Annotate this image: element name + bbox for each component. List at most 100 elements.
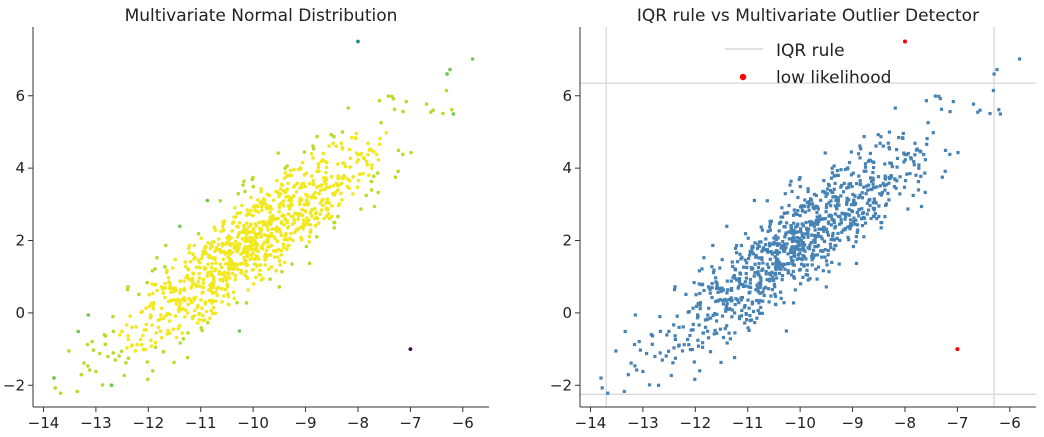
data-point	[780, 278, 784, 282]
data-point	[715, 312, 719, 316]
data-point	[167, 319, 172, 323]
data-point	[232, 246, 236, 250]
y-tick-label-left: 4	[15, 159, 25, 177]
data-point	[246, 211, 251, 216]
y-tick-label-left: −2	[3, 376, 25, 394]
data-point	[295, 181, 300, 186]
data-point	[894, 186, 898, 190]
data-point	[912, 163, 916, 167]
data-point	[812, 248, 816, 252]
data-point	[336, 177, 341, 181]
data-point	[187, 278, 192, 282]
data-point	[199, 256, 204, 261]
data-point	[849, 222, 853, 226]
data-point	[260, 202, 265, 206]
data-point	[254, 275, 258, 280]
data-point	[784, 231, 788, 235]
legend: IQR rule low likelihood	[725, 41, 891, 88]
data-point	[777, 242, 781, 246]
data-point	[76, 329, 80, 334]
data-point	[688, 333, 692, 338]
data-point	[756, 308, 760, 313]
data-point	[692, 281, 696, 285]
data-point	[638, 348, 642, 352]
data-point	[281, 203, 286, 208]
data-point	[755, 246, 760, 251]
data-point	[846, 225, 850, 229]
data-point	[191, 282, 195, 286]
data-point	[311, 147, 316, 151]
data-point	[733, 302, 737, 307]
data-point	[807, 208, 811, 212]
data-point	[681, 325, 685, 329]
data-point	[813, 253, 817, 257]
data-point	[825, 263, 829, 267]
data-point	[702, 288, 706, 293]
data-point	[245, 252, 250, 256]
data-point	[718, 286, 722, 290]
data-point	[773, 255, 777, 259]
data-point	[782, 301, 786, 305]
data-point	[366, 153, 370, 157]
data-point	[895, 148, 899, 152]
data-point	[276, 151, 281, 155]
data-point	[230, 263, 235, 267]
data-point	[706, 329, 710, 333]
data-point	[209, 270, 213, 274]
data-point	[126, 356, 131, 361]
data-point	[313, 190, 318, 195]
data-point	[779, 296, 783, 300]
data-point	[816, 220, 820, 224]
data-point	[118, 333, 122, 337]
data-point	[197, 261, 202, 265]
data-point	[153, 282, 158, 287]
data-point	[760, 311, 764, 315]
data-point	[142, 328, 147, 332]
data-point	[721, 299, 725, 303]
data-point	[362, 157, 367, 161]
data-point	[827, 270, 831, 274]
data-point	[283, 171, 288, 175]
data-point	[658, 315, 662, 319]
data-point	[218, 247, 223, 252]
data-point	[279, 248, 284, 253]
y-tick-label-left: 6	[15, 87, 25, 105]
data-point	[672, 323, 676, 327]
data-point	[151, 300, 156, 305]
data-point	[857, 214, 861, 218]
data-point	[827, 214, 831, 218]
data-point	[770, 270, 774, 274]
data-point	[97, 351, 102, 356]
data-point	[159, 317, 163, 321]
data-point	[278, 230, 283, 235]
data-point	[756, 266, 761, 270]
data-point-notable	[408, 347, 413, 351]
data-point	[760, 228, 764, 232]
data-point	[697, 323, 701, 327]
data-point	[189, 285, 194, 289]
data-point	[700, 283, 704, 287]
data-point	[801, 275, 805, 279]
data-point	[298, 196, 302, 201]
data-point	[825, 187, 830, 191]
data-point	[213, 255, 217, 260]
data-point	[376, 157, 381, 162]
data-point	[752, 274, 756, 278]
data-point	[313, 196, 318, 200]
data-point	[706, 317, 710, 321]
data-point	[831, 231, 835, 235]
data-point	[743, 232, 748, 236]
data-point	[823, 239, 827, 244]
data-point	[760, 249, 764, 253]
data-point	[877, 204, 881, 208]
data-point	[159, 285, 164, 289]
data-point	[817, 227, 821, 231]
data-point	[734, 268, 738, 272]
data-point	[174, 302, 179, 306]
data-point	[275, 239, 280, 244]
data-point	[789, 226, 794, 231]
data-point	[364, 159, 369, 164]
data-point	[311, 182, 316, 186]
data-point	[633, 364, 637, 368]
